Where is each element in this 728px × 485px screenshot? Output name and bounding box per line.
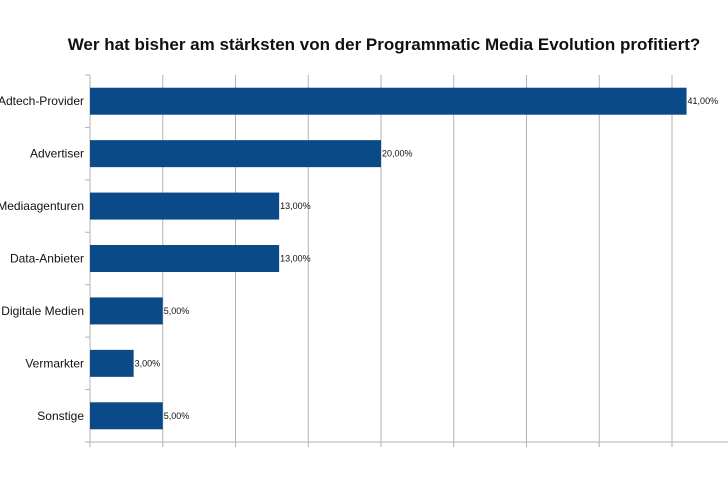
data-label: 5,00% [164,411,190,421]
bar-sonstige [90,402,163,430]
category-label: Adtech-Provider [0,94,84,108]
chart-title: Wer hat bisher am stärksten von der Prog… [67,35,701,54]
category-label: Vermarkter [25,356,84,370]
bar-advertiser [90,140,381,168]
category-label: Sonstige [37,409,84,423]
bars [90,87,687,430]
bar-data-anbieter [90,245,280,272]
data-label: 3,00% [135,358,161,368]
data-label: 13,00% [280,201,311,211]
category-label: Data-Anbieter [10,252,84,266]
data-label: 5,00% [164,306,190,316]
labels: Adtech-Provider 41,00% Advertiser 20,00% Med… [0,94,718,423]
bar-digitale-medien [90,297,163,325]
category-label: Digitale Medien [1,304,84,318]
bar-adtech-provider [90,87,687,115]
category-label: Mediaagenturen [0,199,84,213]
data-label: 20,00% [382,149,413,159]
bar-mediaagenturen [90,192,280,220]
data-label: 13,00% [280,254,311,264]
bar-vermarkter [90,349,134,377]
data-label: 41,00% [688,96,719,106]
category-label: Advertiser [30,147,84,161]
